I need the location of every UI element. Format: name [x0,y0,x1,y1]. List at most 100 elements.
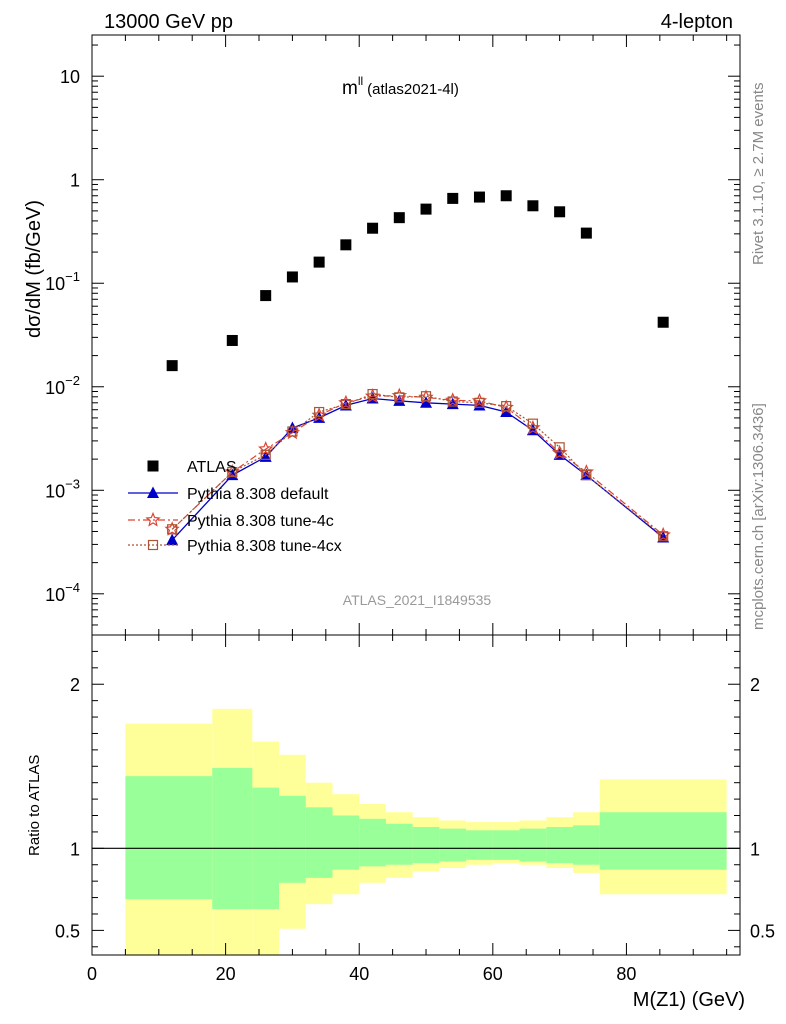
data-point-triangle [147,486,159,498]
header-left-label: 13000 GeV pp [104,11,233,33]
series-0 [166,190,669,372]
mcplots-label: mcplots.cern.ch [arXiv:1306.3436] [750,403,767,630]
data-point-square [367,222,379,234]
y-tick-label: 1 [70,171,80,191]
data-point-open-square [394,392,405,403]
ratio-band-green [332,815,360,870]
data-point-square [447,192,459,204]
ratio-band-green [125,776,213,900]
ratio-band-green [466,830,493,860]
data-point-open-square [167,524,178,535]
data-point-triangle [166,533,179,546]
data-point-open-square [314,406,325,418]
y-tick-label: 10−3 [45,476,80,501]
data-point-open-square [420,391,432,402]
ratio-tick-label-right: 0.5 [750,921,775,941]
title-sup: ll [358,74,363,88]
ratio-band-green [279,795,306,883]
data-point-square [313,256,325,268]
data-point-triangle [420,396,433,408]
legend-label: Pythia 8.308 tune-4cx [187,538,342,555]
data-point-square [393,212,405,224]
ratio-band-green [572,825,600,865]
ratio-tick-label: 2 [70,675,80,695]
legend-label: Pythia 8.308 default [187,486,329,503]
ratio-band-green [212,767,253,910]
data-point-triangle [500,405,513,418]
y-axis-label: dσ/dM (fb/GeV) [23,200,45,338]
ratio-band-green [599,812,727,870]
data-point-open-square [147,539,159,551]
data-point-open-square [340,398,351,410]
legend-item: Pythia 8.308 default [128,486,329,503]
data-point-square [527,200,539,212]
data-point-square [166,360,178,372]
x-tick-label: 80 [616,964,636,984]
data-point-square [147,460,159,472]
data-point-open-square [501,401,512,412]
y-tick-label: 10−4 [45,580,80,605]
ratio-tick-label: 0.5 [55,921,80,941]
ratio-band-green [359,818,386,867]
plot-title: mll (atlas2021-4l) [342,74,459,99]
ratio-tick-label-right: 1 [750,839,760,859]
data-point-square [473,191,485,203]
data-point-square [580,227,592,239]
data-point-square [286,271,298,283]
ratio-band-green [439,828,467,862]
data-point-open-square [581,470,592,481]
x-tick-label: 0 [87,964,97,984]
ratio-plot-frame [91,634,741,956]
x-tick-label: 60 [483,964,503,984]
y-tick-label: 10 [60,67,80,87]
title-tag: (atlas2021-4l) [367,81,459,98]
data-point-open-square [474,397,485,408]
data-point-square [340,239,352,251]
series-3 [167,388,669,542]
y-tick-label: 10−1 [45,269,80,294]
legend-item: Pythia 8.308 tune-4cx [128,538,342,555]
data-point-star [258,441,274,456]
y-tick-label: 10−2 [45,373,80,398]
data-point-square [226,334,238,346]
x-tick-label: 20 [216,964,236,984]
series-line [171,393,664,537]
x-axis-label: M(Z1) (GeV) [633,989,745,1011]
data-point-square [657,316,669,328]
data-point-square [420,203,432,215]
series-line [171,397,664,541]
rivet-label: Rivet 3.1.10, ≥ 2.7M events [750,83,767,266]
data-point-open-square [554,442,565,453]
x-tick-label: 40 [349,964,369,984]
ratio-band-green [385,823,413,865]
ratio-tick-label-right: 2 [750,675,760,695]
legend-label: Pythia 8.308 tune-4c [187,513,334,530]
ratio-band-green [519,828,547,862]
data-point-open-square [367,388,378,400]
data-point-open-square [658,531,669,542]
data-series [164,190,671,546]
axis-ticks: 0 20 40 60 80 10 1 10−1 10−2 10−3 10−4 0.5 0.5 1 1 2 2 [45,35,775,984]
data-point-square [500,190,512,202]
data-point-open-square [227,466,238,478]
data-point-star [578,464,594,479]
data-point-square [260,290,272,302]
ratio-y-axis-label: Ratio to ATLAS [26,755,43,856]
series-line [171,395,664,536]
ratio-band-green [305,807,333,878]
legend-item: ATLAS [147,459,237,476]
ratio-bands [125,708,727,955]
data-point-square [554,206,566,218]
plot-frames [91,34,741,956]
ratio-tick-label: 1 [70,839,80,859]
svg-text:mll(atlas2021-4l): mll (atlas2021-4l) [342,74,459,99]
data-point-open-square [260,449,271,460]
data-point-open-square [287,426,298,437]
legend-item: Pythia 8.308 tune-4c [128,511,334,530]
title-main: m [342,78,358,99]
data-point-open-square [447,396,458,407]
ratio-band-green [546,827,573,864]
legend: ATLAS Pythia 8.308 default Pythia 8.308 tu… [128,459,342,555]
data-point-star [145,511,161,527]
